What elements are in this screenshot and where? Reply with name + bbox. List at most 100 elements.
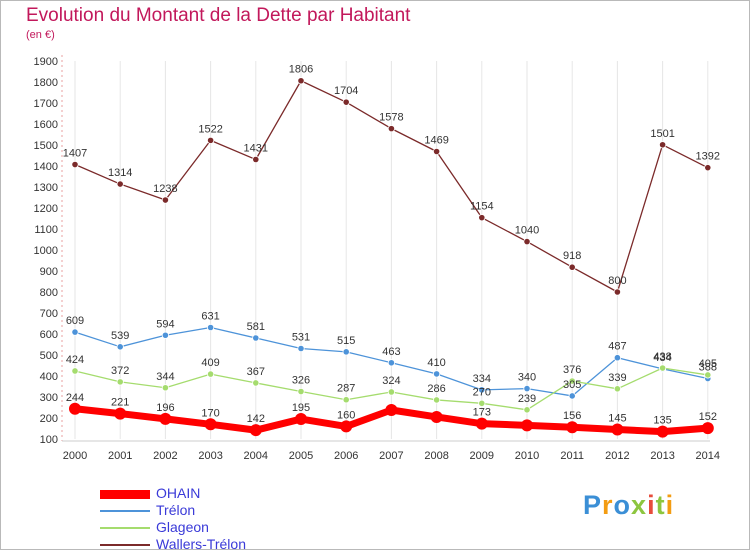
data-point (114, 407, 127, 420)
legend-label: Glageon (156, 519, 209, 535)
y-tick-label: 1800 (34, 77, 58, 89)
data-point (116, 378, 124, 386)
data-point (295, 413, 307, 426)
data-label: 339 (608, 372, 626, 384)
data-label: 438 (653, 351, 671, 363)
data-point (252, 379, 260, 387)
data-label: 800 (608, 275, 626, 287)
data-point (161, 196, 169, 204)
data-label: 1154 (470, 201, 494, 213)
x-tick-label: 2014 (696, 450, 720, 462)
data-point (252, 334, 260, 342)
data-label: 1704 (334, 85, 358, 97)
chart-title: Evolution du Montant de la Dette par Hab… (26, 5, 411, 26)
data-label: 244 (66, 392, 84, 404)
data-point (297, 387, 305, 396)
y-tick-label: 700 (40, 308, 58, 320)
data-label: 1806 (289, 64, 313, 76)
y-tick-label: 1200 (34, 203, 58, 215)
y-tick-label: 1100 (34, 224, 58, 236)
data-point (566, 421, 579, 434)
y-tick-label: 900 (40, 266, 58, 278)
data-label: 270 (473, 386, 491, 398)
x-tick-label: 2008 (424, 450, 448, 462)
data-label: 367 (247, 366, 265, 378)
data-label: 410 (427, 357, 445, 369)
data-point (432, 147, 441, 156)
data-point (432, 396, 441, 404)
y-tick-label: 300 (40, 392, 58, 404)
logo-letter: i (647, 490, 656, 520)
y-tick-label: 1900 (34, 56, 58, 68)
data-label: 434 (653, 352, 671, 364)
data-label: 334 (473, 373, 491, 385)
data-point (656, 425, 669, 438)
x-tick-label: 2000 (63, 450, 87, 462)
logo-letter: x (631, 490, 648, 520)
legend-label: Wallers-Trélon (156, 536, 246, 552)
y-tick-label: 500 (40, 350, 58, 362)
data-point (478, 214, 486, 222)
legend-label: OHAIN (156, 485, 201, 501)
legend-swatch (100, 510, 150, 512)
data-label: 145 (608, 413, 626, 425)
data-point (297, 77, 305, 85)
data-label: 221 (111, 397, 129, 409)
data-point (71, 160, 79, 169)
data-point (430, 410, 443, 423)
axes: 100 200 300 400 500 600 700 800 900 1000 1100 1200 1… (34, 55, 720, 462)
data-point (613, 354, 622, 362)
data-point (523, 238, 531, 246)
data-point (521, 419, 533, 432)
data-point (116, 180, 124, 188)
data-point (252, 155, 260, 164)
data-label: 170 (201, 407, 219, 419)
x-tick-label: 2002 (153, 450, 177, 462)
data-label: 424 (66, 354, 84, 366)
data-label: 515 (337, 335, 355, 347)
data-label: 160 (337, 409, 355, 421)
data-label: 287 (337, 383, 355, 395)
data-label: 1431 (244, 142, 268, 154)
y-tick-label: 1500 (34, 140, 58, 152)
data-point (159, 412, 172, 425)
data-point (342, 396, 350, 404)
data-label: 239 (518, 393, 536, 405)
data-label: 1238 (153, 183, 177, 195)
data-label: 581 (247, 321, 265, 333)
data-label: 135 (653, 415, 671, 427)
data-point (204, 418, 217, 431)
x-tick-label: 2004 (244, 450, 268, 462)
data-point (71, 328, 79, 336)
data-point (71, 367, 79, 375)
data-label: 152 (699, 411, 717, 423)
data-label: 305 (563, 379, 581, 391)
logo-letter: P (583, 490, 603, 520)
data-point (69, 402, 81, 415)
data-point (432, 370, 441, 378)
data-point (568, 263, 576, 271)
data-label: 463 (382, 346, 400, 358)
legend-swatch (100, 527, 150, 529)
data-point (161, 384, 169, 392)
data-point (613, 385, 622, 393)
legend-swatch (100, 489, 150, 499)
data-point (297, 344, 305, 353)
data-label: 1040 (515, 225, 539, 237)
x-tick-label: 2005 (289, 450, 313, 462)
x-tick-label: 2010 (515, 450, 539, 462)
data-point (568, 377, 576, 385)
legend-swatch (100, 544, 150, 546)
data-label: 631 (201, 310, 219, 322)
data-point (387, 388, 395, 396)
data-label: 1407 (63, 148, 87, 160)
data-point (207, 323, 215, 332)
data-point (523, 406, 531, 414)
y-tick-label: 400 (40, 371, 58, 383)
data-point (249, 424, 262, 437)
data-point (704, 371, 712, 379)
data-label: 1522 (198, 123, 222, 135)
data-label: 487 (608, 341, 626, 353)
